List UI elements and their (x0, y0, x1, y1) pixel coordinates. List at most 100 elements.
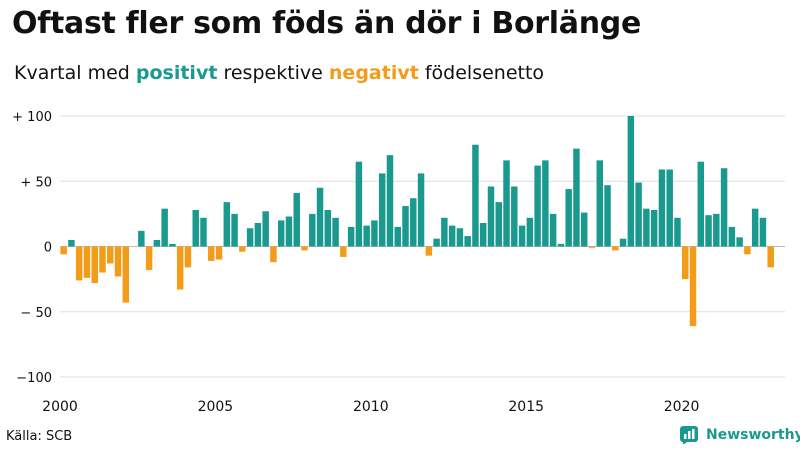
bar (456, 228, 464, 247)
brand-name: Newsworthy (706, 427, 800, 443)
bar (184, 246, 192, 268)
bar (542, 160, 549, 247)
bar (472, 144, 479, 247)
bar (487, 186, 495, 247)
bar (666, 169, 673, 247)
bar (511, 186, 518, 247)
bar (99, 246, 106, 273)
bar (169, 243, 176, 247)
brand-logo: Newsworthy (680, 426, 800, 444)
bar (332, 217, 339, 247)
subtitle-negative-word: negativt (328, 62, 419, 84)
bar (60, 246, 67, 255)
bar (557, 243, 565, 247)
chart-subtitle: Kvartal med positivt respektive negativt… (14, 62, 544, 84)
bar (223, 202, 231, 247)
bar (720, 168, 728, 247)
bar (239, 246, 246, 252)
y-tick-label: + 100 (12, 110, 52, 125)
bar (503, 160, 510, 247)
bar (91, 246, 98, 284)
bar (588, 246, 596, 248)
bar (340, 246, 347, 257)
bar (736, 237, 743, 247)
bar (417, 173, 425, 247)
bar (277, 220, 285, 247)
bar (309, 213, 316, 247)
bar (83, 246, 91, 278)
bar (285, 216, 293, 247)
bar (262, 211, 269, 247)
chart-title: Oftast fler som föds än dör i Borlänge (12, 6, 641, 41)
subtitle-prefix: Kvartal med (14, 62, 136, 84)
bar (689, 246, 697, 327)
bar (107, 246, 114, 264)
bar (161, 208, 168, 247)
bar (301, 246, 308, 251)
bar (534, 165, 541, 247)
bar (347, 226, 355, 247)
bar (728, 226, 736, 247)
bar (208, 246, 215, 261)
bar (68, 239, 75, 247)
bar (138, 230, 145, 247)
bar (75, 246, 83, 281)
x-tick-label: 2000 (42, 399, 78, 415)
bar (122, 246, 130, 303)
bar (479, 223, 487, 247)
subtitle-middle: respektive (217, 62, 329, 84)
bar (441, 217, 448, 247)
bar (565, 189, 572, 247)
bars (60, 116, 774, 327)
bar (464, 236, 471, 247)
x-tick-label: 2015 (508, 399, 544, 415)
y-tick-label: −100 (16, 371, 52, 386)
bar (573, 148, 580, 247)
newsworthy-logo-icon (680, 426, 698, 444)
y-tick-label: − 50 (20, 306, 52, 321)
bar (378, 173, 386, 247)
bar (744, 246, 751, 255)
y-tick-label: + 50 (20, 175, 52, 190)
bar (705, 215, 712, 247)
bar (402, 206, 409, 247)
y-axis-ticks: + 100 + 50 0 − 50 −100 (12, 110, 52, 386)
bar (433, 238, 440, 247)
x-tick-label: 2005 (198, 399, 234, 415)
bar (246, 228, 254, 247)
bar (425, 246, 433, 256)
bar (767, 246, 774, 268)
bar (751, 208, 759, 247)
bar (658, 169, 666, 247)
bar (215, 246, 223, 260)
bar (697, 161, 705, 247)
subtitle-suffix: födelsenetto (418, 62, 545, 84)
bar (518, 225, 526, 247)
bar (643, 208, 650, 247)
bar (410, 198, 417, 247)
bar (713, 213, 720, 247)
y-tick-label: 0 (44, 241, 52, 256)
bar (627, 116, 635, 247)
bar (580, 212, 588, 247)
bar (674, 217, 681, 247)
bar (635, 182, 642, 247)
x-axis-ticks: 2000 2005 2010 2015 2020 (42, 399, 699, 415)
source-note: Källa: SCB (6, 429, 73, 444)
bar (324, 209, 332, 247)
bar (448, 225, 456, 247)
bar (394, 226, 401, 247)
bar (612, 246, 619, 251)
bar (650, 209, 658, 247)
bar (495, 202, 502, 247)
bar (596, 160, 603, 247)
bar (270, 246, 277, 263)
subtitle-positive-word: positivt (135, 62, 218, 84)
bar (549, 213, 557, 247)
bar (386, 155, 394, 247)
bar (231, 213, 238, 247)
bar (355, 161, 363, 247)
bar (604, 185, 611, 247)
x-tick-label: 2020 (664, 399, 700, 415)
bar (363, 225, 370, 247)
